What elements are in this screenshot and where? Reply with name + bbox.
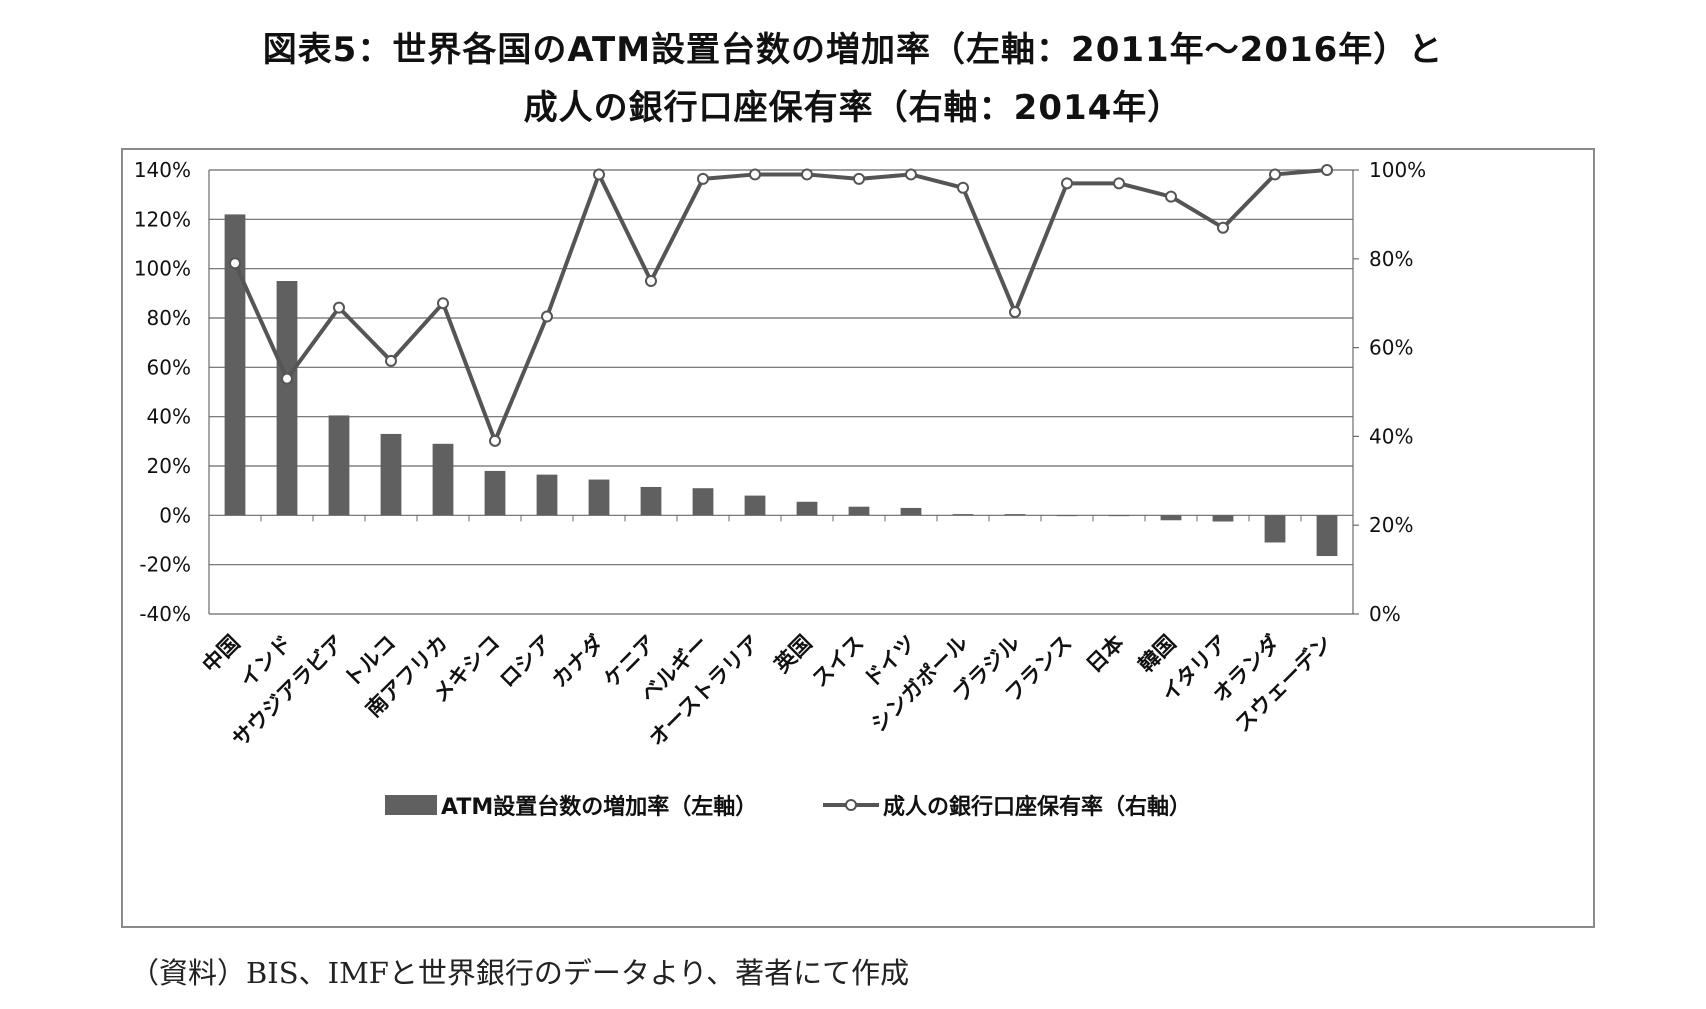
line-point (1217, 221, 1229, 234)
legend-bar-label: ATM設置台数の増加率（左軸） (441, 794, 757, 820)
line-point (333, 301, 345, 314)
line-point (645, 275, 657, 287)
line-point (229, 257, 241, 270)
bar (588, 479, 610, 516)
bar (1212, 515, 1234, 522)
line-point (801, 168, 813, 181)
y-right-tick-label: 40% (1369, 424, 1413, 448)
y-left-tick-label: -40% (139, 602, 191, 626)
line-point (1061, 177, 1073, 190)
line-point (385, 354, 397, 367)
chart-frame: -40% -20% 0% 20% 40% 60% 80% 100% 120% 140% 0% 20% 4… (121, 148, 1595, 928)
source-note: （資料）BIS、IMFと世界銀行のデータより、著者にて作成 (130, 956, 910, 990)
x-tick-label: スイス (807, 631, 868, 692)
y-left-tick-label: 140% (134, 158, 191, 182)
bar (744, 495, 766, 516)
y-left-tick-label: 0% (159, 503, 191, 527)
bar (900, 507, 922, 516)
bar (640, 486, 662, 516)
line-point (593, 168, 605, 181)
y-right-tick-label: 20% (1369, 513, 1413, 537)
bar (276, 281, 298, 516)
line-point (749, 168, 761, 181)
legend-line-marker (845, 799, 857, 811)
bar (796, 501, 818, 516)
line-point (1009, 306, 1021, 319)
series-line (233, 168, 1328, 443)
line-point (541, 310, 553, 323)
y-right-tick-label: 80% (1369, 247, 1413, 271)
line-point (281, 372, 293, 385)
bar (484, 470, 506, 516)
bar (1160, 515, 1182, 521)
y-left-tick-label: 120% (134, 207, 191, 231)
line-point (1165, 190, 1177, 203)
line-point (905, 168, 917, 181)
y-left-tick-label: 80% (147, 306, 191, 330)
bar (328, 415, 350, 516)
line-point (697, 172, 709, 185)
x-tick-label: ロシア (495, 631, 557, 693)
y-right-tick-label: 100% (1369, 158, 1426, 182)
bar (536, 474, 558, 516)
line-point (1269, 168, 1281, 181)
bar (224, 214, 246, 516)
x-tick-label: カナダ (547, 631, 609, 693)
legend-line-label: 成人の銀行口座保有率（右軸） (883, 794, 1191, 820)
bar (952, 514, 974, 516)
chart-title-line2: 成人の銀行口座保有率（右軸：2014年） (523, 88, 1183, 128)
x-tick-label: 日本 (1082, 631, 1129, 678)
y-left-tick-label: 40% (147, 405, 191, 429)
y-left-tick-label: 100% (134, 257, 191, 281)
line-point (437, 297, 449, 310)
bar (1056, 515, 1078, 517)
line-point (1113, 177, 1125, 190)
legend-bar-swatch (385, 795, 437, 815)
chart-title-line1: 図表5：世界各国のATM設置台数の増加率（左軸：2011年～2016年）と (262, 30, 1444, 70)
bar (692, 488, 714, 516)
y-right-tick-label: 0% (1369, 602, 1401, 626)
y-right-tick-label: 60% (1369, 336, 1413, 360)
bar (1004, 514, 1026, 516)
x-tick-label: 英国 (770, 631, 817, 678)
line-point (489, 434, 501, 447)
y-left-tick-label: 60% (147, 355, 191, 379)
chart-svg: -40% -20% 0% 20% 40% 60% 80% 100% 120% 140% 0% 20% 4… (134, 158, 1426, 820)
bar (1264, 515, 1286, 543)
bar (1108, 515, 1130, 517)
bar (1316, 515, 1338, 557)
line-point (1321, 164, 1333, 176)
bar (380, 433, 402, 516)
line-point (957, 181, 969, 194)
x-tick-label: 中国 (198, 631, 245, 678)
y-left-tick-label: 20% (147, 454, 191, 478)
bar (848, 506, 870, 516)
x-tick-label: 韓国 (1134, 631, 1181, 678)
line-point (853, 172, 865, 185)
bar (432, 443, 454, 516)
y-left-tick-label: -20% (139, 553, 191, 577)
